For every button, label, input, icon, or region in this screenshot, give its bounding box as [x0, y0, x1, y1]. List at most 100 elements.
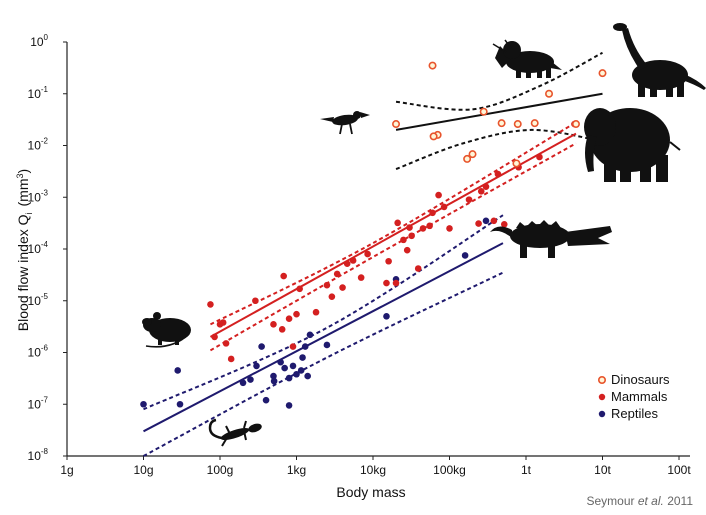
mammals-point	[482, 183, 490, 190]
mammals-point	[349, 257, 357, 264]
mammals-point	[440, 203, 448, 211]
y-tick-exponent: -7	[41, 395, 49, 404]
y-tick-label: 10-8	[28, 447, 49, 463]
reptiles-point	[140, 400, 147, 408]
mammals-point	[312, 308, 320, 316]
dinosaurs-point	[571, 120, 580, 129]
y-tick-label: 10-5	[28, 292, 49, 308]
mammals-point	[383, 279, 390, 287]
theropod-icon	[320, 111, 370, 135]
sauropod-icon	[613, 23, 706, 97]
mammals-point	[328, 293, 336, 300]
y-tick-label: 10-1	[28, 85, 49, 101]
reptiles-point	[176, 400, 184, 408]
mammals-point	[222, 340, 230, 347]
reptiles-point	[323, 341, 331, 349]
y-tick-exponent: -6	[41, 344, 49, 353]
mammals-point	[392, 279, 400, 287]
mammals-point	[475, 220, 482, 227]
y-tick-base: 10	[28, 397, 42, 411]
y-tick-exponent: -8	[41, 447, 49, 456]
reptiles-point	[258, 343, 265, 350]
legend-label-mammals: Mammals	[611, 389, 668, 404]
source-credit-prefix: Seymour	[586, 494, 637, 508]
mammals-point	[293, 310, 300, 318]
mammals-point	[278, 326, 286, 333]
regression-lines	[143, 92, 603, 433]
source-credit: Seymour et al. 2011	[586, 494, 693, 508]
legend-marker-dinosaurs	[597, 375, 606, 384]
y-tick-exponent: -2	[41, 137, 49, 146]
reptiles-fit-line	[143, 242, 504, 433]
y-tick-label: 10-7	[28, 395, 49, 411]
y-axis-title-main: Blood flow index Q	[15, 214, 31, 331]
data-points	[140, 61, 607, 409]
y-tick-base: 10	[28, 294, 42, 308]
dinosaurs-ci-lower-band	[395, 128, 603, 171]
mammals-point	[446, 225, 453, 232]
mammals-point	[394, 219, 401, 227]
dinosaurs-point	[479, 107, 488, 116]
mammals-point	[333, 270, 341, 278]
legend-marker-reptiles	[598, 410, 606, 418]
mammals-point	[400, 236, 407, 244]
reptiles-point	[239, 379, 247, 387]
y-tick-exponent: -5	[41, 292, 49, 301]
dinosaurs-point	[428, 61, 437, 70]
x-tick-label: 10kg	[360, 463, 386, 477]
mouse-icon	[142, 312, 191, 348]
triceratops-icon	[492, 39, 562, 78]
reptiles-point	[285, 402, 293, 409]
reptiles-ci-lower-band	[143, 271, 504, 457]
mammals-point	[207, 301, 214, 308]
y-tick-base: 10	[30, 35, 44, 49]
reptiles-point	[253, 362, 260, 370]
reptiles-point	[277, 358, 284, 366]
dinosaurs-ci-upper-band	[395, 51, 603, 111]
reptiles-point	[281, 364, 288, 372]
y-tick-exponent: -1	[41, 85, 49, 94]
mammals-point	[219, 319, 227, 326]
mammals-point	[419, 225, 427, 232]
dinosaurs-point	[497, 119, 506, 128]
mammals-point	[414, 265, 422, 272]
x-tick-label: 10g	[133, 463, 153, 477]
y-tick-base: 10	[28, 139, 42, 153]
crocodile-icon	[490, 220, 612, 258]
reptiles-point	[297, 367, 305, 374]
legend: Dinosaurs Mammals Reptiles	[597, 372, 670, 421]
reptiles-point	[270, 372, 277, 380]
x-tick-label: 1kg	[287, 463, 306, 477]
y-tick-label: 10-6	[28, 344, 49, 360]
mammals-point	[285, 315, 293, 322]
reptiles-point	[299, 354, 306, 361]
mammals-point	[364, 250, 371, 258]
dinosaurs-point	[429, 132, 438, 141]
source-credit-suffix: 2011	[664, 494, 693, 508]
reptiles-point	[383, 313, 390, 320]
y-tick-label: 10-3	[28, 188, 49, 204]
legend-label-dinosaurs: Dinosaurs	[611, 372, 670, 387]
y-axis-title-subscript: i	[24, 212, 34, 214]
reptiles-ci-upper-band	[143, 214, 504, 411]
x-tick-label: 100kg	[433, 463, 466, 477]
y-tick-label: 100	[30, 33, 48, 49]
mammals-point	[289, 343, 297, 350]
mammals-point	[227, 355, 235, 363]
mammals-point	[536, 153, 543, 161]
dinosaurs-point	[463, 154, 472, 163]
axis-ticks: 1g 10g 100g 1kg 10kg 100kg 1t 10t 100t10-810-710…	[28, 33, 692, 477]
mammals-point	[357, 274, 365, 281]
y-axis-title-unit-close: )	[15, 169, 31, 174]
y-tick-label: 10-2	[28, 137, 49, 153]
y-tick-base: 10	[28, 190, 42, 204]
dinosaurs-point	[598, 69, 607, 78]
mammals-point	[343, 260, 351, 267]
y-tick-base: 10	[28, 87, 42, 101]
reptiles-point	[482, 217, 490, 225]
y-tick-base: 10	[28, 242, 42, 256]
dinosaurs-point	[392, 120, 401, 129]
mammals-point	[490, 217, 498, 225]
mammals-point	[270, 321, 277, 328]
